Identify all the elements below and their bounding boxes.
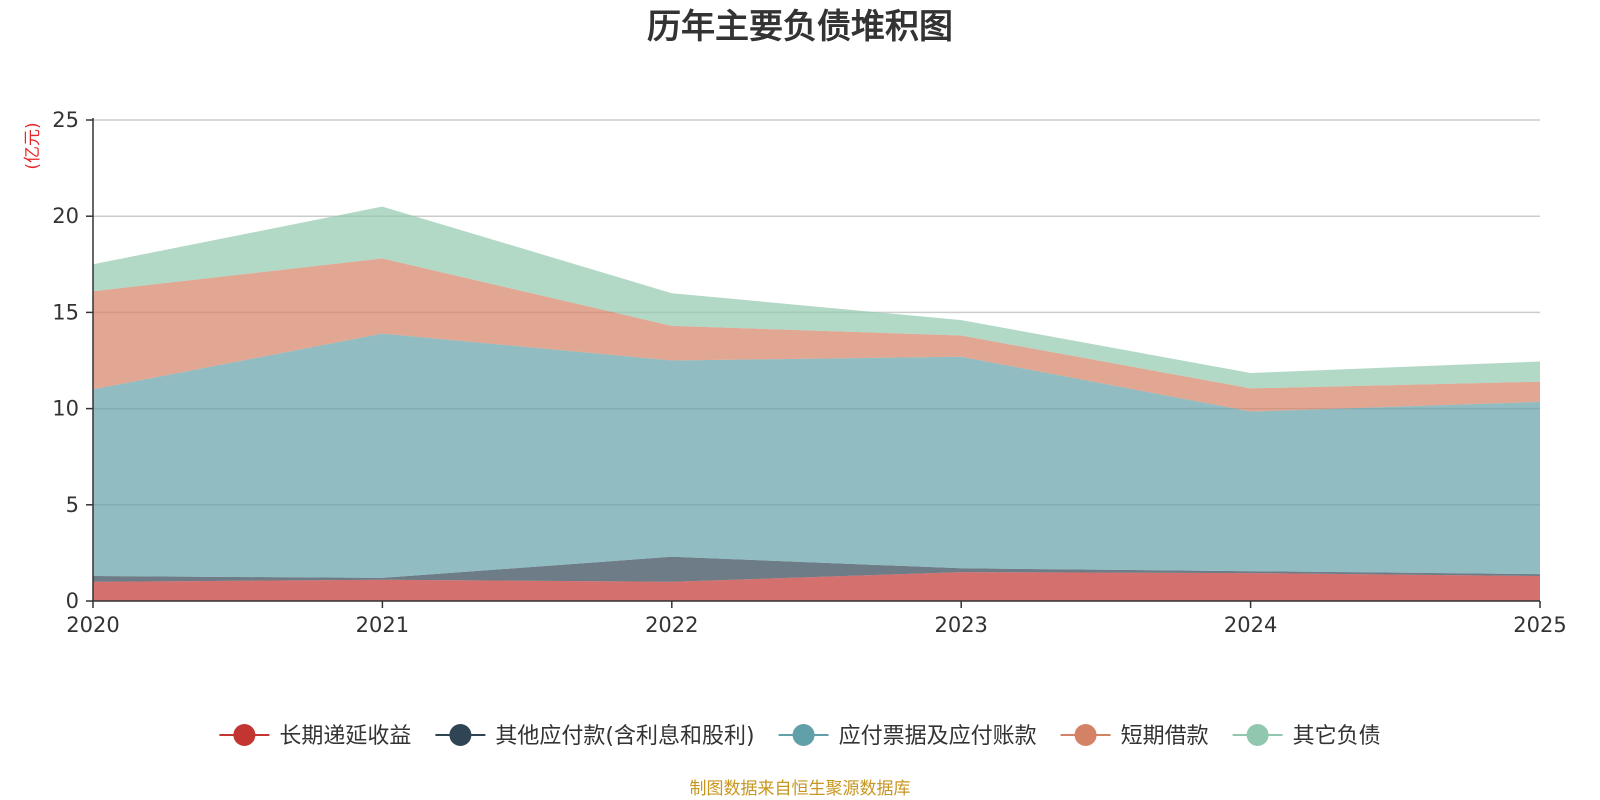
y-tick-label: 15	[52, 300, 79, 324]
area-series-2	[93, 556, 1540, 582]
y-tick-label: 10	[52, 397, 79, 421]
x-tick-label: 2022	[645, 613, 698, 637]
y-tick-label: 5	[66, 493, 79, 517]
legend-label: 应付票据及应付账款	[839, 724, 1037, 749]
y-tick-label: 25	[52, 108, 79, 132]
y-tick-label: 0	[66, 589, 79, 613]
area-series-1	[93, 572, 1540, 601]
chart-title: 历年主要负债堆积图	[647, 7, 953, 47]
legend-circle-icon	[1246, 724, 1269, 746]
legend-circle-icon	[792, 724, 815, 746]
x-tick-label: 2020	[66, 613, 119, 637]
legend: 长期递延收益 其他应付款(含利息和股利) 应付票据及应付账款 短期借款 其它负债	[219, 724, 1381, 749]
area-series-group	[93, 206, 1540, 601]
legend-item-5[interactable]: 其它负债	[1232, 724, 1381, 749]
legend-label: 其它负债	[1293, 724, 1381, 749]
legend-item-4[interactable]: 短期借款	[1060, 724, 1209, 749]
area-series-3	[93, 333, 1540, 578]
legend-circle-icon	[1074, 724, 1097, 746]
legend-label: 其他应付款(含利息和股利)	[495, 724, 754, 749]
legend-item-2[interactable]: 其他应付款(含利息和股利)	[435, 724, 755, 749]
y-tick-label: 20	[52, 204, 79, 228]
legend-circle-icon	[449, 724, 472, 746]
x-tick-label: 2025	[1513, 613, 1566, 637]
legend-label: 短期借款	[1121, 724, 1209, 749]
legend-label: 长期递延收益	[279, 724, 411, 749]
area-series-4	[93, 258, 1540, 412]
source-note: 制图数据来自恒生聚源数据库	[690, 779, 911, 799]
y-axis-label: (亿元)	[23, 122, 43, 169]
area-series-5	[93, 206, 1540, 389]
x-tick-label: 2024	[1224, 613, 1277, 637]
x-tick-label: 2021	[356, 613, 409, 637]
legend-circle-icon	[233, 724, 256, 746]
legend-item-3[interactable]: 应付票据及应付账款	[778, 724, 1037, 749]
x-tick-label: 2023	[934, 613, 987, 637]
legend-item-1[interactable]: 长期递延收益	[219, 724, 411, 749]
